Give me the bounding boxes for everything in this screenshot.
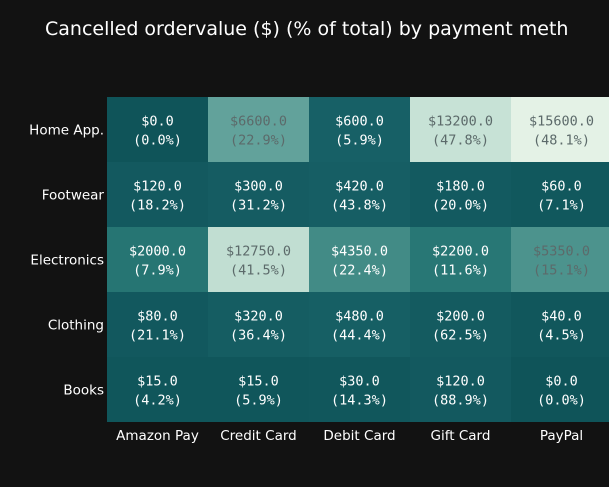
heatmap-cell (511, 227, 609, 292)
cell-percent-label: (22.4%) (331, 263, 388, 279)
heatmap-cell (309, 227, 410, 292)
heatmap-cell (309, 97, 410, 162)
cell-value-label: $320.0 (234, 309, 283, 325)
x-tick-label: Gift Card (431, 428, 491, 444)
heatmap-cell (309, 162, 410, 227)
cell-value-label: $120.0 (133, 179, 182, 195)
heatmap-cell (410, 292, 511, 357)
cell-value-label: $120.0 (436, 374, 485, 390)
heatmap-cell (511, 97, 609, 162)
cell-value-label: $13200.0 (428, 114, 493, 130)
cell-percent-label: (88.9%) (432, 393, 489, 409)
cell-percent-label: (43.8%) (331, 198, 388, 214)
cell-value-label: $300.0 (234, 179, 283, 195)
cell-percent-label: (41.5%) (230, 263, 287, 279)
heatmap-cell (208, 97, 309, 162)
cell-value-label: $40.0 (541, 309, 582, 325)
cell-percent-label: (62.5%) (432, 328, 489, 344)
cell-value-label: $0.0 (545, 374, 578, 390)
heatmap-cell (410, 162, 511, 227)
heatmap-cell (410, 357, 511, 422)
cell-percent-label: (44.4%) (331, 328, 388, 344)
cell-percent-label: (31.2%) (230, 198, 287, 214)
cell-value-label: $15.0 (137, 374, 178, 390)
y-axis: Home App. Footwear Electronics Clothing Book… (29, 123, 104, 399)
y-tick-label: Footwear (42, 188, 105, 204)
x-axis: Amazon Pay Credit Card Debit Card Gift Card… (116, 428, 583, 444)
y-tick-label: Clothing (48, 318, 104, 334)
cell-percent-label: (0.0%) (133, 133, 182, 149)
cell-value-label: $12750.0 (226, 244, 291, 260)
cell-value-label: $600.0 (335, 114, 384, 130)
cell-percent-label: (21.1%) (129, 328, 186, 344)
x-tick-label: Amazon Pay (116, 428, 199, 444)
heatmap-cell (107, 162, 208, 227)
cell-percent-label: (7.1%) (537, 198, 586, 214)
cell-value-label: $200.0 (436, 309, 485, 325)
heatmap-cell (511, 292, 609, 357)
x-tick-label: PayPal (540, 428, 583, 444)
heatmap-cell (208, 162, 309, 227)
y-tick-label: Home App. (29, 123, 104, 139)
y-tick-label: Electronics (30, 253, 104, 269)
cell-value-label: $480.0 (335, 309, 384, 325)
cell-value-label: $180.0 (436, 179, 485, 195)
heatmap-cell (107, 97, 208, 162)
cell-percent-label: (22.9%) (230, 133, 287, 149)
x-tick-label: Credit Card (220, 428, 296, 444)
cell-value-label: $2000.0 (129, 244, 186, 260)
cell-value-label: $5350.0 (533, 244, 590, 260)
heatmap-cell (107, 357, 208, 422)
y-tick-label: Books (63, 383, 104, 399)
cell-percent-label: (18.2%) (129, 198, 186, 214)
cell-percent-label: (20.0%) (432, 198, 489, 214)
heatmap-cell (107, 292, 208, 357)
chart-title: Cancelled ordervalue ($) (% of total) by… (45, 18, 569, 40)
heatmap-cell (309, 357, 410, 422)
cell-value-label: $6600.0 (230, 114, 287, 130)
cell-value-label: $420.0 (335, 179, 384, 195)
cell-percent-label: (4.5%) (537, 328, 586, 344)
cell-percent-label: (5.9%) (335, 133, 384, 149)
cell-value-label: $0.0 (141, 114, 174, 130)
cell-value-label: $15.0 (238, 374, 279, 390)
cell-percent-label: (0.0%) (537, 393, 586, 409)
heatmap-cell-labels: $0.0 (0.0%) $6600.0 (22.9%) $600.0 (5.9%) $132… (129, 114, 594, 409)
x-tick-label: Debit Card (323, 428, 395, 444)
heatmap-cell (107, 227, 208, 292)
cell-value-label: $30.0 (339, 374, 380, 390)
heatmap-cell (410, 97, 511, 162)
cell-percent-label: (47.8%) (432, 133, 489, 149)
heatmap-cell (208, 227, 309, 292)
cell-value-label: $15600.0 (529, 114, 594, 130)
cell-percent-label: (36.4%) (230, 328, 287, 344)
heatmap-cell (208, 357, 309, 422)
cell-percent-label: (15.1%) (533, 263, 590, 279)
heatmap-cell (309, 292, 410, 357)
cell-percent-label: (48.1%) (533, 133, 590, 149)
cell-value-label: $80.0 (137, 309, 178, 325)
cell-percent-label: (14.3%) (331, 393, 388, 409)
heatmap-cell (208, 292, 309, 357)
cell-value-label: $2200.0 (432, 244, 489, 260)
cell-percent-label: (5.9%) (234, 393, 283, 409)
heatmap-cell (511, 357, 609, 422)
cell-value-label: $4350.0 (331, 244, 388, 260)
cell-percent-label: (11.6%) (432, 263, 489, 279)
cell-percent-label: (7.9%) (133, 263, 182, 279)
heatmap-cells (107, 97, 609, 422)
cell-percent-label: (4.2%) (133, 393, 182, 409)
heatmap-cell (410, 227, 511, 292)
heatmap-cell (511, 162, 609, 227)
cell-value-label: $60.0 (541, 179, 582, 195)
